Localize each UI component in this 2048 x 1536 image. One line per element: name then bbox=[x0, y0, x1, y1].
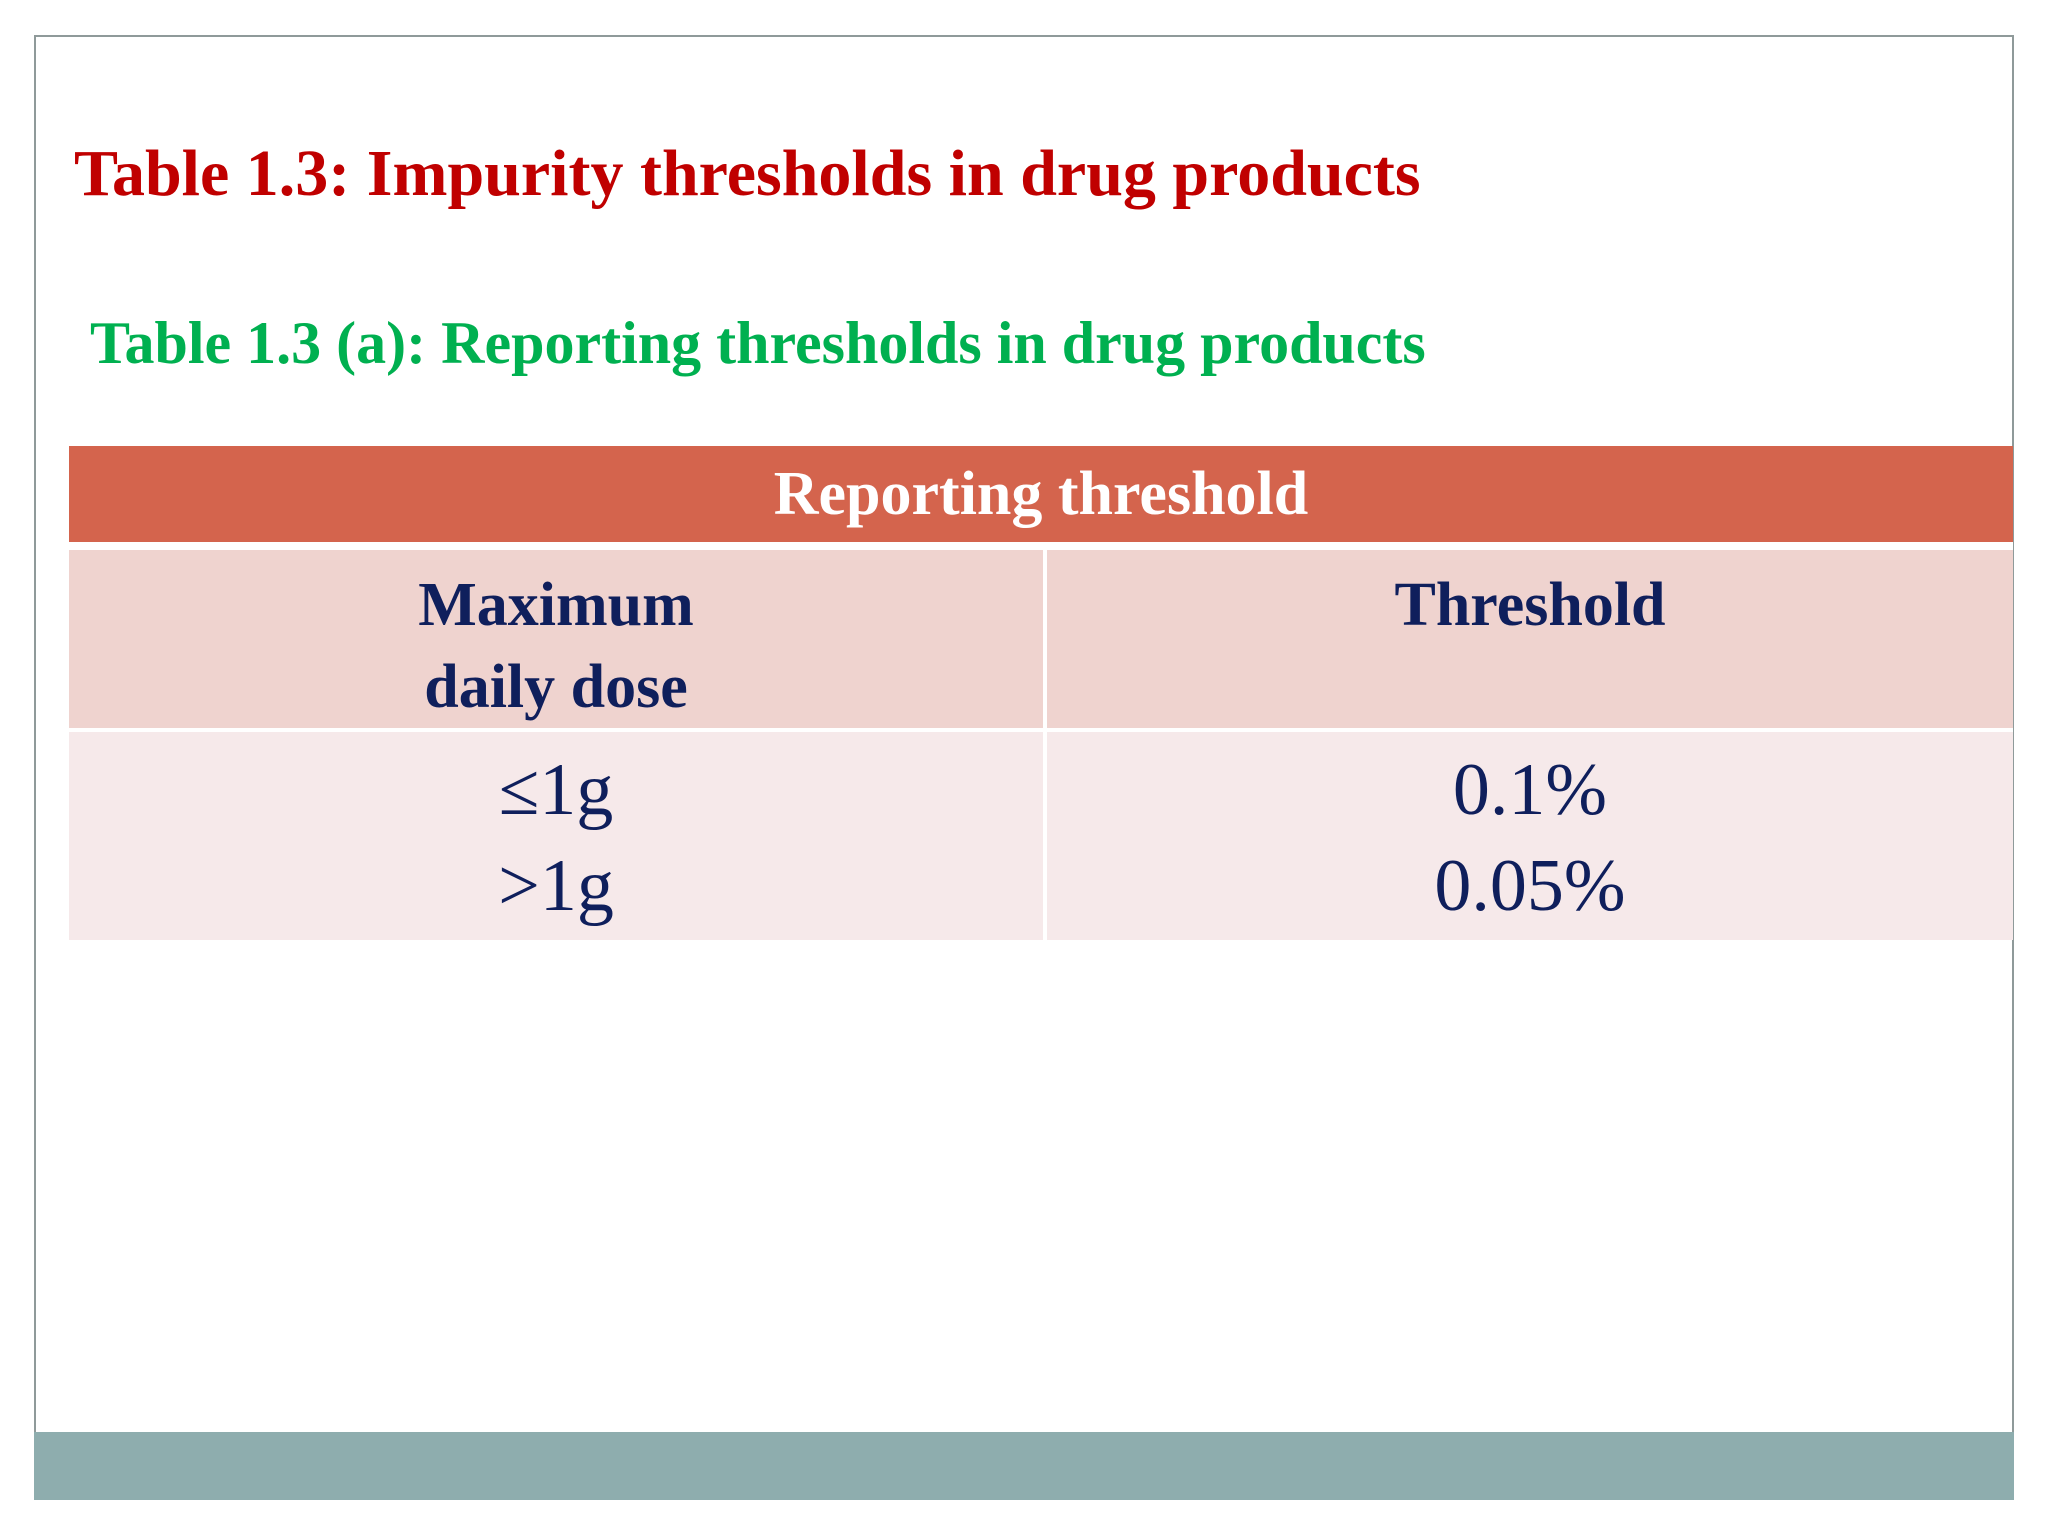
dose-value: >1g bbox=[498, 845, 614, 927]
dose-value: ≤1g bbox=[498, 749, 614, 831]
table-band-row: Reporting threshold bbox=[69, 446, 2014, 550]
threshold-value: 0.05% bbox=[1434, 845, 1626, 927]
table-band-header: Reporting threshold bbox=[69, 446, 2014, 550]
table-subtitle: Table 1.3 (a): Reporting thresholds in d… bbox=[90, 310, 1426, 376]
column-header-line: daily dose bbox=[424, 653, 688, 721]
footer-bar bbox=[34, 1432, 2014, 1500]
slide-title: Table 1.3: Impurity thresholds in drug p… bbox=[74, 137, 1421, 210]
dose-cell: ≤1g >1g bbox=[69, 730, 1047, 940]
table-header-row: Maximum daily dose Threshold bbox=[69, 546, 2014, 732]
column-header-line: Threshold bbox=[1394, 571, 1666, 639]
threshold-cell: 0.1% 0.05% bbox=[1045, 730, 2014, 940]
reporting-threshold-table: Reporting threshold Maximum daily dose T… bbox=[69, 446, 2014, 940]
column-header-max-daily-dose: Maximum daily dose bbox=[69, 546, 1047, 732]
table-body-row: ≤1g >1g 0.1% 0.05% bbox=[69, 730, 2014, 940]
column-header-line: Maximum bbox=[418, 571, 694, 639]
threshold-value: 0.1% bbox=[1452, 749, 1608, 831]
column-header-threshold: Threshold bbox=[1045, 546, 2014, 732]
